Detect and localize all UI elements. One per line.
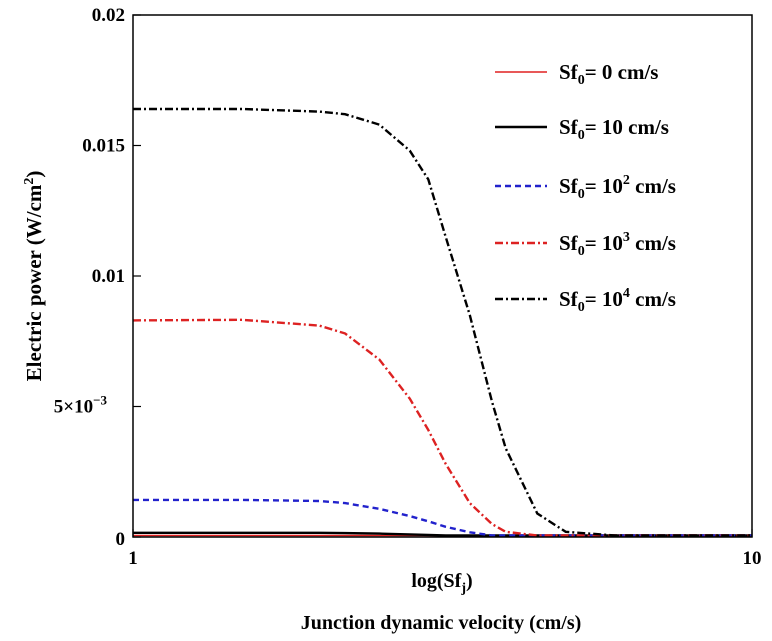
x-axis-caption: Junction dynamic velocity (cm/s) <box>301 612 582 634</box>
y-tick-label-2: 0.01 <box>92 266 125 287</box>
y-axis-label: Electric power (W/cm2) <box>22 171 46 382</box>
series-line-4 <box>133 107 752 537</box>
legend-label-3: Sf0= 103 cm/s <box>559 230 676 259</box>
y-tick-label-4: 0.02 <box>92 5 125 26</box>
x-tick-label-1: 10 <box>743 548 762 569</box>
axis-ticks: 0 5×10−3 0.01 0.015 0.02 1 10 <box>54 5 762 569</box>
y-tick-label-1: 5×10−3 <box>54 393 108 418</box>
series-line-2 <box>133 498 752 537</box>
x-tick-label-0: 1 <box>128 548 138 569</box>
legend-label-0: Sf0= 0 cm/s <box>559 60 658 88</box>
y-tick-label-3: 0.015 <box>82 136 125 157</box>
legend-label-2: Sf0= 102 cm/s <box>559 173 676 202</box>
legend-label-1: Sf0= 10 cm/s <box>559 115 669 143</box>
series-line-3 <box>132 318 752 537</box>
plot-lines <box>132 107 752 537</box>
x-axis-label: log(Sfj) <box>411 570 472 596</box>
y-tick-label-0: 0 <box>116 529 126 550</box>
legend-label-4: Sf0= 104 cm/s <box>559 286 676 315</box>
legend: Sf0= 0 cm/s Sf0= 10 cm/s Sf0= 102 cm/s Sf0=… <box>495 60 676 315</box>
